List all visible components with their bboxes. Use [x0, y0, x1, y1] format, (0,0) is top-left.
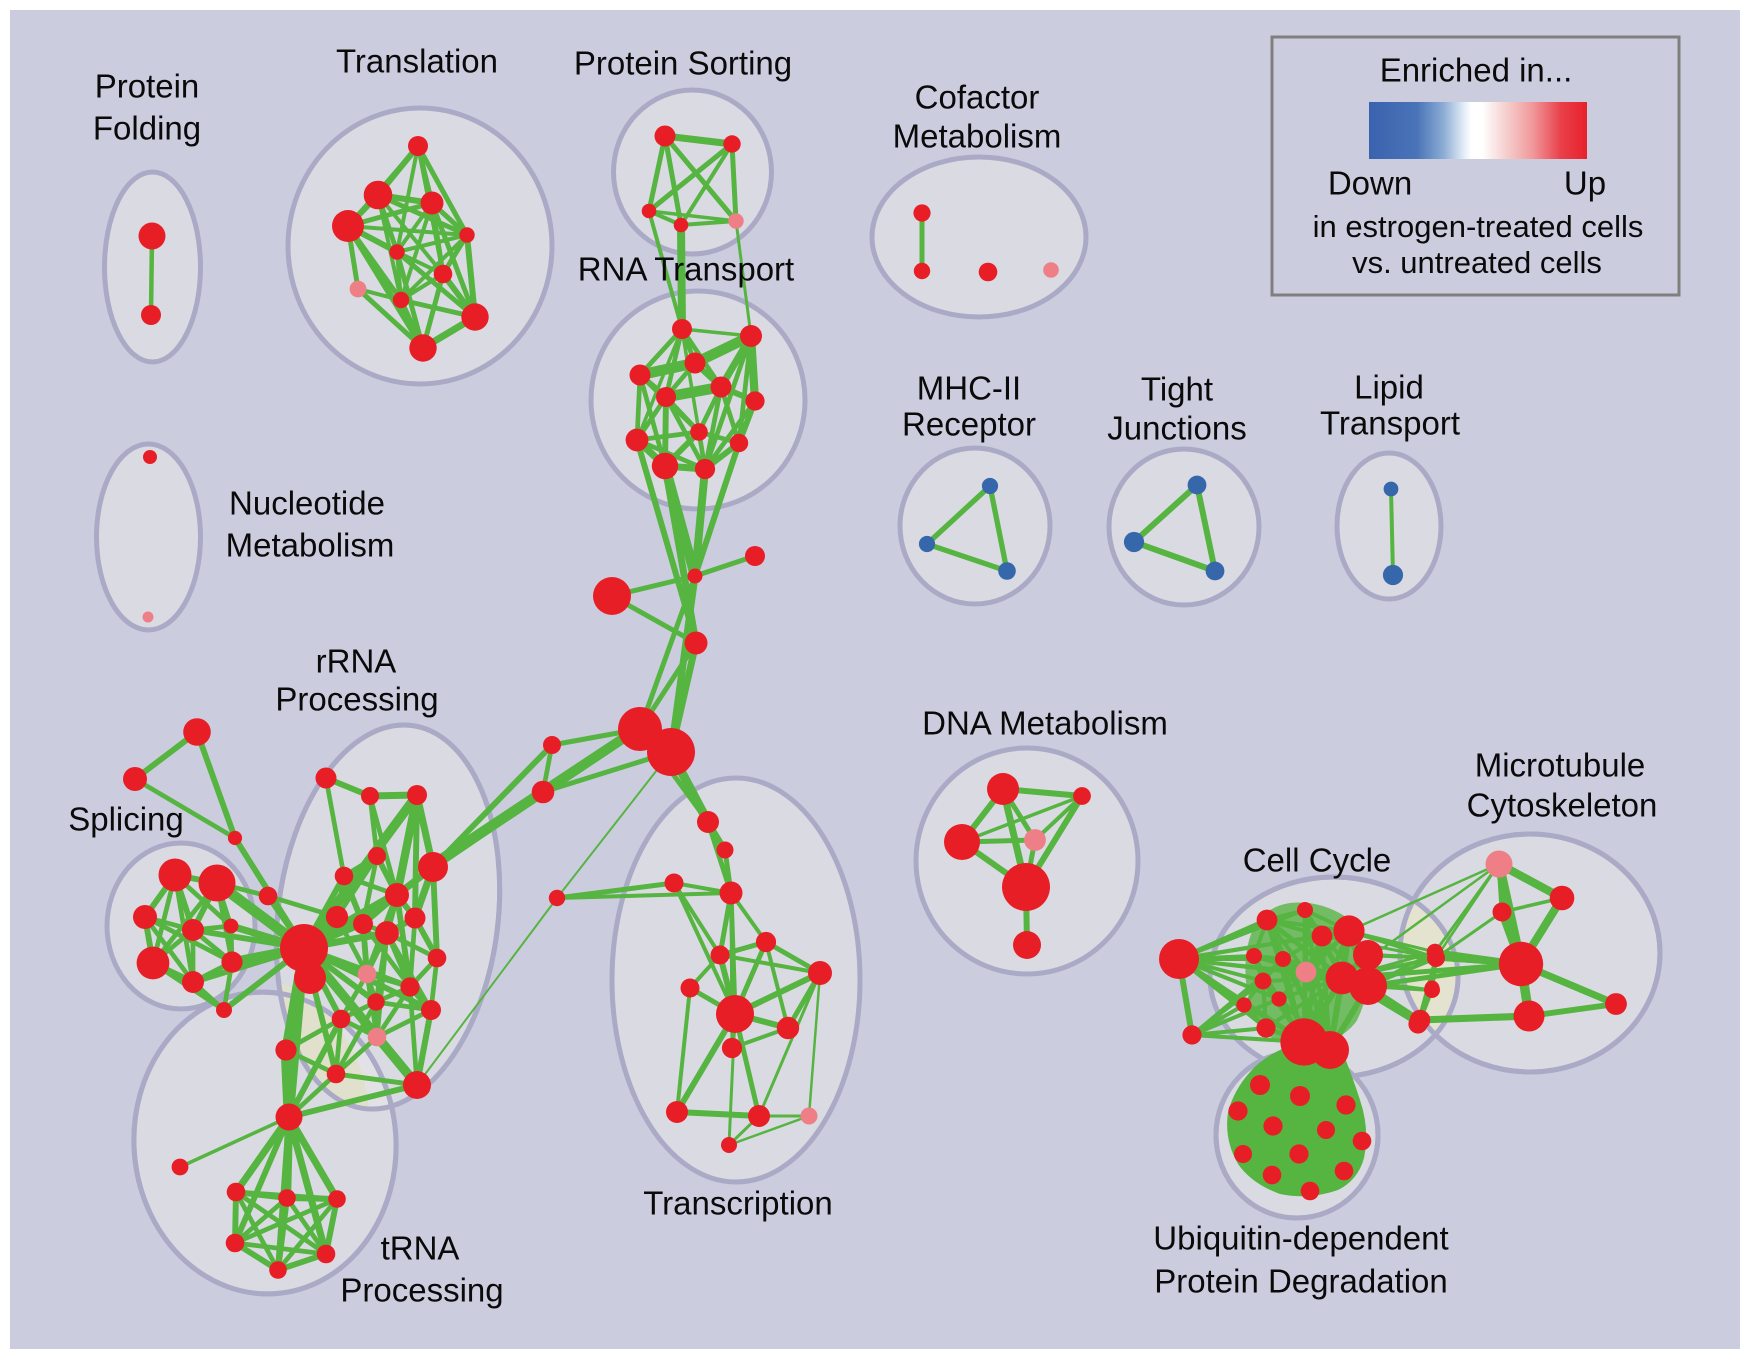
- svg-text:Processing: Processing: [275, 681, 438, 718]
- svg-text:Transcription: Transcription: [643, 1185, 833, 1222]
- svg-text:DNA Metabolism: DNA Metabolism: [922, 705, 1168, 742]
- svg-text:Splicing: Splicing: [68, 801, 184, 838]
- svg-text:Lipid: Lipid: [1354, 369, 1424, 406]
- svg-text:tRNA: tRNA: [381, 1230, 460, 1267]
- svg-text:Receptor: Receptor: [902, 406, 1036, 443]
- svg-text:Protein Sorting: Protein Sorting: [574, 45, 792, 82]
- svg-text:vs. untreated cells: vs. untreated cells: [1352, 245, 1602, 280]
- svg-text:Enriched in...: Enriched in...: [1380, 52, 1573, 89]
- svg-text:in estrogen-treated cells: in estrogen-treated cells: [1313, 209, 1644, 244]
- svg-text:Protein Degradation: Protein Degradation: [1154, 1263, 1448, 1300]
- svg-text:Folding: Folding: [93, 110, 201, 147]
- svg-text:Metabolism: Metabolism: [226, 527, 395, 564]
- svg-text:Protein: Protein: [95, 68, 200, 105]
- svg-text:MHC-II: MHC-II: [917, 370, 1021, 407]
- svg-text:Translation: Translation: [336, 43, 498, 80]
- svg-text:Cell Cycle: Cell Cycle: [1243, 842, 1392, 879]
- svg-text:Ubiquitin-dependent: Ubiquitin-dependent: [1153, 1220, 1448, 1257]
- svg-text:Processing: Processing: [340, 1272, 503, 1309]
- svg-text:Metabolism: Metabolism: [893, 118, 1062, 155]
- svg-text:rRNA: rRNA: [316, 643, 397, 680]
- svg-text:RNA Transport: RNA Transport: [578, 251, 794, 288]
- svg-text:Down: Down: [1328, 165, 1412, 202]
- svg-text:Microtubule: Microtubule: [1475, 747, 1646, 784]
- svg-text:Transport: Transport: [1320, 405, 1460, 442]
- svg-text:Up: Up: [1564, 165, 1606, 202]
- svg-text:Cofactor: Cofactor: [915, 79, 1040, 116]
- svg-text:Cytoskeleton: Cytoskeleton: [1467, 787, 1658, 824]
- svg-text:Tight: Tight: [1141, 371, 1213, 408]
- svg-text:Nucleotide: Nucleotide: [229, 485, 385, 522]
- svg-text:Junctions: Junctions: [1107, 410, 1246, 447]
